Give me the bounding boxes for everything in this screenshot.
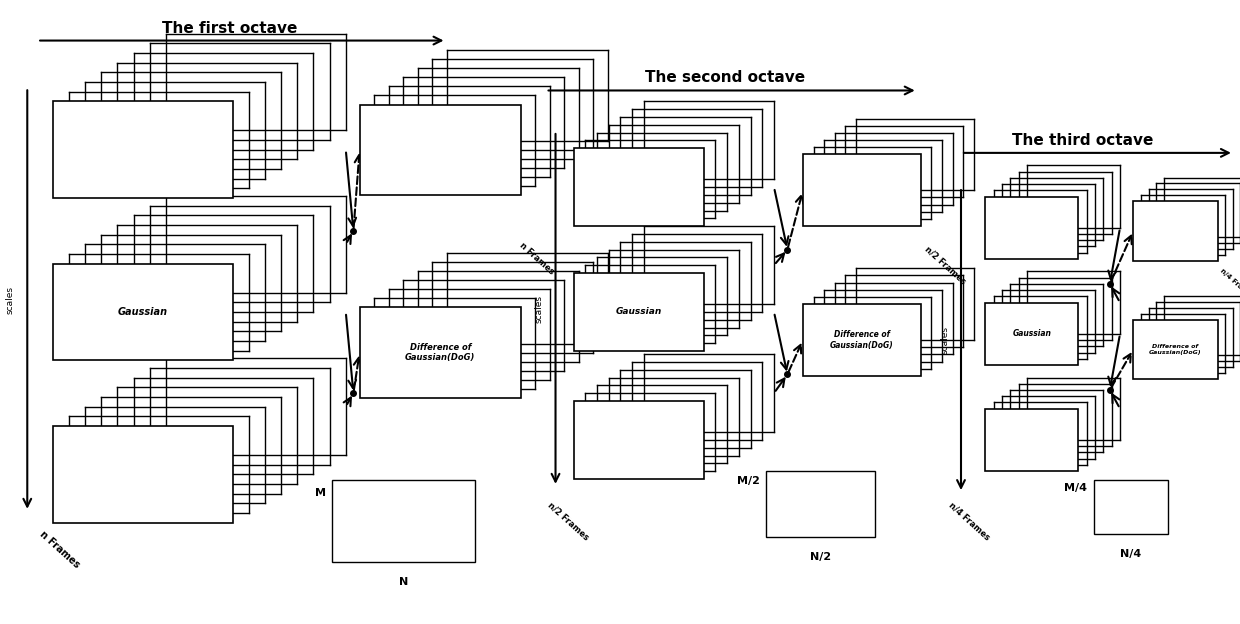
Bar	[804, 155, 920, 227]
Text: The third octave: The third octave	[1012, 133, 1153, 148]
Bar	[573, 401, 704, 479]
Text: n Frames: n Frames	[37, 529, 82, 570]
Text: The second octave: The second octave	[645, 71, 806, 85]
Text: n/4 Frames: n/4 Frames	[947, 500, 992, 542]
Text: scales: scales	[940, 326, 950, 354]
Text: scales: scales	[5, 286, 15, 313]
Text: M/4: M/4	[1064, 484, 1087, 494]
Text: Difference of
Gaussian(DoG): Difference of Gaussian(DoG)	[1149, 344, 1202, 355]
Text: n/2 Frames: n/2 Frames	[546, 500, 590, 542]
Bar	[1094, 480, 1168, 534]
Text: Gaussian: Gaussian	[1012, 329, 1052, 338]
Bar	[360, 308, 521, 398]
Text: Difference of
Gaussian(DoG): Difference of Gaussian(DoG)	[830, 330, 894, 350]
Text: n/2 Frames: n/2 Frames	[923, 245, 967, 286]
Bar	[1133, 319, 1218, 379]
Bar	[360, 104, 521, 195]
Bar	[573, 149, 704, 227]
Text: n Frames: n Frames	[518, 241, 556, 276]
Bar	[332, 480, 475, 562]
Text: Gaussian: Gaussian	[615, 308, 662, 316]
Text: The first octave: The first octave	[161, 21, 298, 36]
Text: N: N	[399, 577, 408, 587]
Bar	[573, 273, 704, 351]
Text: n/4 Frames: n/4 Frames	[1219, 267, 1240, 301]
Text: N/2: N/2	[810, 552, 832, 562]
Bar	[985, 303, 1078, 365]
Text: N/4: N/4	[1120, 549, 1142, 559]
Bar	[53, 101, 233, 198]
Text: M/2: M/2	[738, 476, 760, 486]
Text: M: M	[315, 487, 326, 498]
Bar	[985, 409, 1078, 471]
Bar	[1133, 201, 1218, 261]
Text: scales: scales	[534, 295, 544, 323]
Bar	[985, 197, 1078, 259]
Bar	[766, 471, 875, 537]
Bar	[804, 304, 920, 376]
Text: Gaussian: Gaussian	[118, 307, 167, 317]
Bar	[53, 263, 233, 361]
Text: Difference of
Gaussian(DoG): Difference of Gaussian(DoG)	[405, 343, 475, 363]
Bar	[53, 426, 233, 523]
